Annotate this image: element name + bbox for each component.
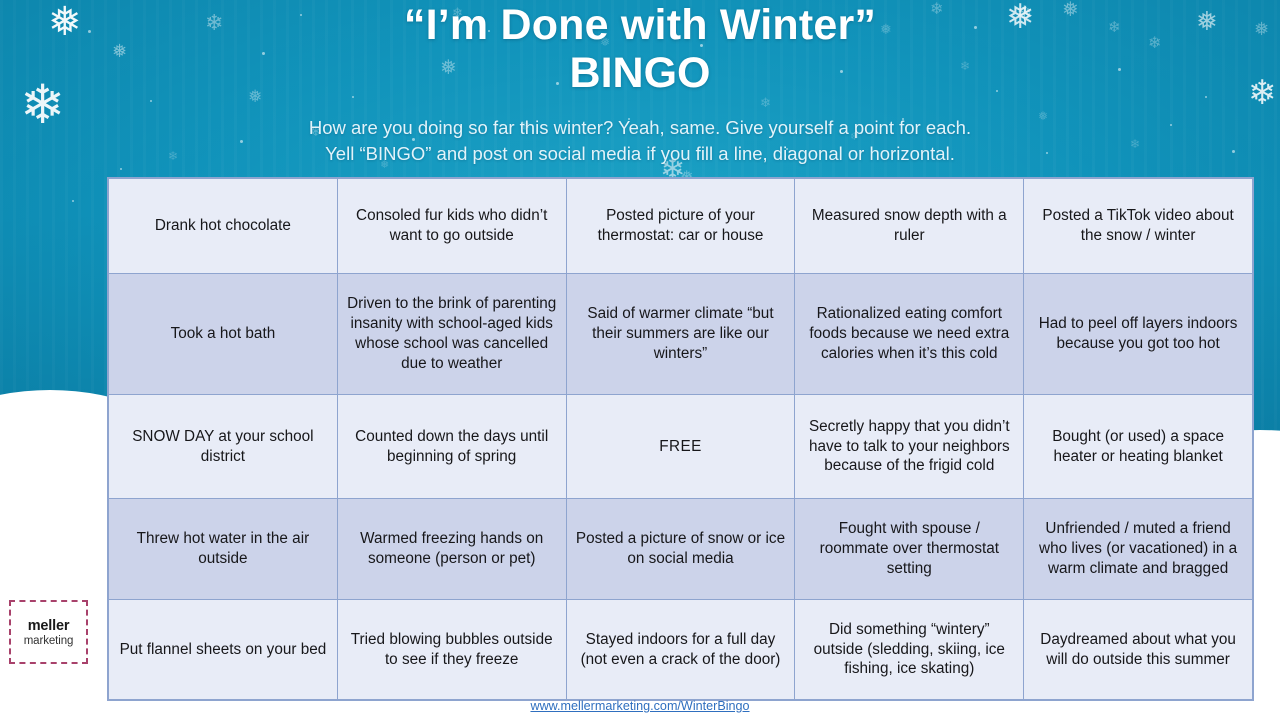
bingo-cell-r3-c4[interactable]: Secretly happy that you didn’t have to t… — [795, 395, 1024, 498]
bingo-cell-r4-c1[interactable]: Threw hot water in the air outside — [109, 499, 337, 599]
bingo-cell-r2-c1[interactable]: Took a hot bath — [109, 274, 337, 394]
bingo-cell-r3-c5[interactable]: Bought (or used) a space heater or heati… — [1024, 395, 1252, 498]
poster-title-block: “I’m Done with Winter” BINGO — [0, 2, 1280, 97]
bingo-cell-r5-c1[interactable]: Put flannel sheets on your bed — [109, 600, 337, 699]
bingo-cell-r2-c3[interactable]: Said of warmer climate “but their summer… — [566, 274, 795, 394]
bingo-cell-r3-c1[interactable]: SNOW DAY at your school district — [109, 395, 337, 498]
logo-name: meller — [27, 617, 70, 634]
poster-subtitle-line1: How are you doing so far this winter? Ye… — [308, 117, 972, 138]
bingo-cell-r4-c4[interactable]: Fought with spouse / roommate over therm… — [795, 499, 1024, 599]
bingo-cell-r4-c2[interactable]: Warmed freezing hands on someone (person… — [337, 499, 566, 599]
bingo-cell-r3-c3[interactable]: FREE — [566, 395, 795, 498]
bingo-cell-r4-c3[interactable]: Posted a picture of snow or ice on socia… — [566, 499, 795, 599]
logo-tagline: marketing — [23, 634, 74, 647]
bingo-cell-r5-c5[interactable]: Daydreamed about what you will do outsid… — [1024, 600, 1252, 699]
bingo-cell-r5-c2[interactable]: Tried blowing bubbles outside to see if … — [337, 600, 566, 699]
poster-title-line1: “I’m Done with Winter” — [403, 1, 877, 49]
bingo-cell-r1-c3[interactable]: Posted picture of your thermostat: car o… — [566, 179, 795, 273]
bingo-cell-r3-c2[interactable]: Counted down the days until beginning of… — [337, 395, 566, 498]
footer-url-link[interactable]: www.mellermarketing.com/WinterBingo — [530, 699, 750, 713]
bingo-cell-r2-c4[interactable]: Rationalized eating comfort foods becaus… — [795, 274, 1024, 394]
bingo-cell-r2-c5[interactable]: Had to peel off layers indoors because y… — [1024, 274, 1252, 394]
bingo-cell-r1-c1[interactable]: Drank hot chocolate — [109, 179, 337, 273]
bingo-grid: Drank hot chocolate Consoled fur kids who… — [108, 178, 1253, 700]
bingo-cell-r2-c2[interactable]: Driven to the brink of parenting insanit… — [337, 274, 566, 394]
bingo-cell-r5-c4[interactable]: Did something “wintery” outside (sleddin… — [795, 600, 1024, 699]
bingo-cell-r4-c5[interactable]: Unfriended / muted a friend who lives (o… — [1024, 499, 1252, 599]
poster-subtitle: How are you doing so far this winter? Ye… — [0, 115, 1280, 168]
poster-subtitle-line2: Yell “BINGO” and post on social media if… — [325, 143, 955, 165]
bingo-cell-r5-c3[interactable]: Stayed indoors for a full day (not even … — [566, 600, 795, 699]
meller-marketing-logo: meller marketing — [9, 600, 88, 664]
bingo-cell-r1-c5[interactable]: Posted a TikTok video about the snow / w… — [1024, 179, 1252, 273]
bingo-cell-r1-c2[interactable]: Consoled fur kids who didn’t want to go … — [337, 179, 566, 273]
poster-title-line2: BINGO — [569, 49, 711, 98]
bingo-cell-r1-c4[interactable]: Measured snow depth with a ruler — [795, 179, 1024, 273]
